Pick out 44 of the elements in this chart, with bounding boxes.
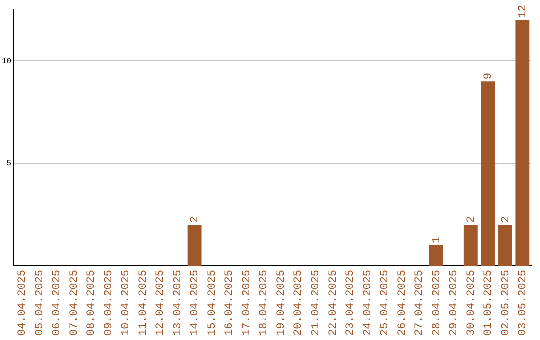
x-tick-label: 17.04.2025 xyxy=(241,270,254,336)
y-tick-label: 5 xyxy=(6,160,12,169)
x-tick-label: 20.04.2025 xyxy=(293,270,306,336)
x-tick-label: 12.04.2025 xyxy=(155,270,168,336)
data-label: 2 xyxy=(500,216,512,224)
x-tick-label: 24.04.2025 xyxy=(362,270,374,336)
x-tick-label: 08.04.2025 xyxy=(86,270,98,336)
x-tick-label: 10.04.2025 xyxy=(120,270,133,336)
x-tick-label: 21.04.2025 xyxy=(310,270,322,336)
data-label: 12 xyxy=(518,5,530,18)
x-tick-label: 18.04.2025 xyxy=(258,270,271,336)
x-tick-label: 14.04.2025 xyxy=(190,270,202,336)
x-tick-label: 26.04.2025 xyxy=(396,270,409,336)
bar xyxy=(464,225,478,266)
x-tick-label: 27.04.2025 xyxy=(414,270,426,336)
x-tick-label: 05.04.2025 xyxy=(34,270,46,336)
x-tick-label: 11.04.2025 xyxy=(138,270,150,336)
bar xyxy=(516,20,530,266)
bar xyxy=(498,225,512,266)
x-tick-label: 16.04.2025 xyxy=(224,270,236,336)
data-label: 1 xyxy=(431,236,444,244)
y-tick-label: 10 xyxy=(2,57,12,66)
bar xyxy=(481,82,496,266)
x-tick-label: 30.04.2025 xyxy=(466,270,478,336)
x-tick-label: 13.04.2025 xyxy=(172,270,184,336)
x-tick-label: 28.04.2025 xyxy=(431,270,444,336)
x-tick-label: 06.04.2025 xyxy=(52,270,64,336)
x-tick-label: 29.04.2025 xyxy=(448,270,461,336)
x-tick-label: 07.04.2025 xyxy=(68,270,81,336)
x-tick-label: 23.04.2025 xyxy=(345,270,358,336)
data-label: 2 xyxy=(466,216,478,224)
x-tick-label: 22.04.2025 xyxy=(328,270,340,336)
data-label: 9 xyxy=(483,73,496,80)
x-tick-label: 25.04.2025 xyxy=(380,270,392,336)
data-label: 2 xyxy=(190,216,202,224)
x-tick-label: 01.05.2025 xyxy=(483,270,496,336)
x-tick-label: 09.04.2025 xyxy=(103,270,116,336)
x-tick-label: 15.04.2025 xyxy=(206,270,219,336)
x-tick-label: 02.05.2025 xyxy=(500,270,512,336)
x-tick-label: 04.04.2025 xyxy=(17,270,30,336)
x-tick-label: 03.05.2025 xyxy=(518,270,530,336)
x-tick-label: 19.04.2025 xyxy=(276,270,288,336)
bar xyxy=(188,225,202,266)
bar xyxy=(429,246,444,266)
